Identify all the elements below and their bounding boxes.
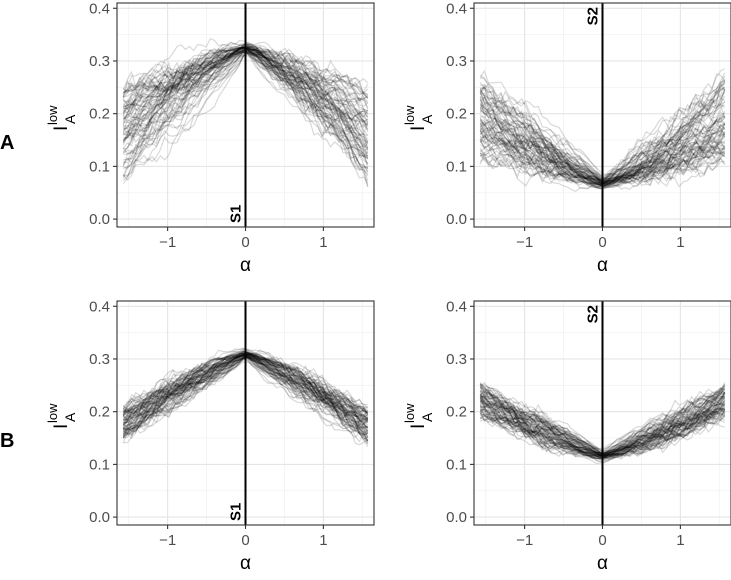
y-tick-label: 0.4 [89,0,110,17]
y-tick-label: 0.0 [89,211,110,228]
y-tick-label: 0.4 [446,0,467,17]
y-tick-label: 0.2 [446,404,467,421]
y-tick-label: 0.2 [446,106,467,123]
x-tick-label: −1 [516,234,533,251]
y-tick-label: 0.3 [89,53,110,70]
vline-label: S2 [585,7,602,25]
x-axis-title: α [240,553,251,574]
y-tick-label: 0.3 [89,351,110,368]
x-tick-label: 1 [319,234,327,251]
row-label-a: A [0,132,14,154]
y-tick-label: 0.4 [446,298,467,315]
y-axis-title-sub: A [62,114,78,124]
x-tick-label: 1 [676,234,684,251]
y-axis-title-main: I [408,424,429,429]
x-tick-label: 1 [319,532,327,549]
y-axis-title-sup: low [402,403,417,423]
y-axis-title-main: I [51,424,72,429]
y-tick-label: 0.3 [446,351,467,368]
y-tick-label: 0.4 [89,298,110,315]
y-axis-title-main: I [408,126,429,131]
y-axis-title-sub: A [419,412,435,422]
y-tick-label: 0.0 [89,509,110,526]
vline-label: S2 [585,305,602,323]
x-tick-label: 0 [598,234,606,251]
y-axis-title-sup: low [45,105,60,125]
x-axis-title: α [597,553,608,574]
y-tick-label: 0.1 [89,456,110,473]
x-tick-label: 1 [676,532,684,549]
y-tick-label: 0.3 [446,53,467,70]
y-axis-title-main: I [51,126,72,131]
y-axis-title-sub: A [62,412,78,422]
x-tick-label: −1 [159,532,176,549]
row-label-b: B [0,430,14,452]
y-tick-label: 0.2 [89,106,110,123]
y-tick-label: 0.1 [446,158,467,175]
y-tick-label: 0.1 [446,456,467,473]
y-tick-label: 0.0 [446,509,467,526]
y-axis-title-sup: low [402,105,417,125]
x-tick-label: 0 [598,532,606,549]
x-axis-title: α [597,255,608,276]
y-tick-label: 0.2 [89,404,110,421]
x-tick-label: −1 [159,234,176,251]
y-tick-label: 0.1 [89,158,110,175]
x-axis-title: α [240,255,251,276]
vline-label: S1 [228,503,245,521]
x-tick-label: 0 [241,234,249,251]
y-axis-title-sup: low [45,403,60,423]
y-axis-title-sub: A [419,114,435,124]
x-tick-label: −1 [516,532,533,549]
y-tick-label: 0.0 [446,211,467,228]
vline-label: S1 [228,205,245,223]
x-tick-label: 0 [241,532,249,549]
